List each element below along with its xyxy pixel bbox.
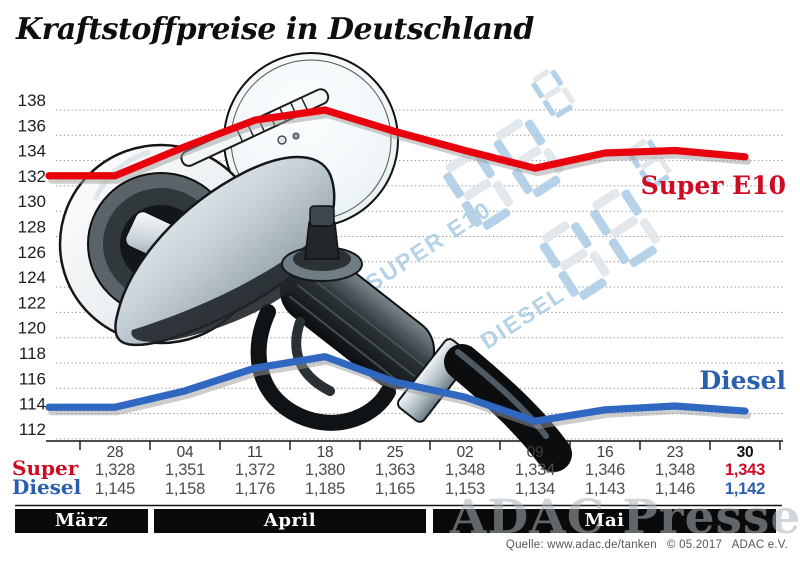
- super-e10-line-label: Super E10: [641, 171, 786, 200]
- super-price-cell: 1,348: [654, 461, 696, 479]
- y-axis-labels: 112 114 116 118 120 122 124 126 128 130 132 134 136 1…: [18, 91, 46, 439]
- date-label: 11: [247, 444, 263, 461]
- y-tick-label: 138: [18, 91, 46, 110]
- date-label: 09: [526, 444, 544, 461]
- super-price-line: [45, 106, 749, 180]
- super-price-cell: 1,363: [374, 461, 416, 479]
- super-price-cell: 1,380: [304, 461, 346, 479]
- table-row-label-diesel: Diesel: [12, 475, 82, 499]
- diesel-price-cell: 1,146: [654, 480, 696, 498]
- super-price-cell: 1,372: [234, 461, 276, 479]
- diesel-price-cell: 1,185: [304, 480, 346, 498]
- date-label: 18: [316, 444, 334, 461]
- date-label: 23: [666, 444, 684, 461]
- date-row: 28 04 11 18 25 02 09 16 23 30: [0, 444, 800, 462]
- date-label: 16: [596, 444, 614, 461]
- diesel-values-row: 1,145 1,158 1,176 1,185 1,165 1,153 1,134 1,143…: [0, 480, 800, 498]
- y-tick-label: 116: [19, 369, 46, 388]
- y-tick-label: 112: [19, 420, 46, 439]
- adac-presse-watermark: ADAC Presse: [450, 490, 800, 545]
- super-values-row: 1,328 1,351 1,372 1,380 1,363 1,348 1,334 1,346…: [0, 461, 800, 479]
- diesel-price-cell: 1,134: [514, 480, 556, 498]
- diesel-price-cell: 1,165: [374, 480, 416, 498]
- y-tick-label: 124: [18, 268, 46, 287]
- super-price-cell: 1,343: [724, 461, 766, 479]
- y-tick-label: 130: [18, 192, 46, 211]
- y-tick-label: 136: [18, 116, 46, 135]
- nozzle-knob: [281, 205, 363, 282]
- diesel-price-cell: 1,153: [444, 480, 486, 498]
- diesel-price-cell: 1,158: [164, 480, 206, 498]
- date-label: 02: [456, 444, 474, 461]
- diesel-price-cell: 1,176: [234, 480, 276, 498]
- date-label: 28: [106, 444, 124, 461]
- fuel-hose: [444, 344, 572, 472]
- diesel-price-cell: 1,145: [94, 480, 136, 498]
- month-bar-mai: Mai: [433, 509, 776, 533]
- nozzle-rivet: [277, 135, 287, 145]
- date-label: 25: [386, 444, 404, 461]
- y-tick-label: 134: [18, 142, 46, 161]
- diesel-price-line: [45, 353, 749, 425]
- month-bar-maerz: März: [15, 509, 148, 533]
- y-tick-label: 120: [18, 319, 46, 338]
- super-price-cell: 1,348: [444, 461, 486, 479]
- price-lines: [45, 106, 749, 425]
- date-label: 30: [736, 444, 754, 461]
- y-tick-label: 118: [19, 344, 46, 363]
- y-tick-label: 114: [19, 395, 46, 414]
- source-credit: Quelle: www.adac.de/tanken © 05.2017 ADA…: [505, 539, 788, 551]
- table-row-label-super: Super: [12, 456, 79, 480]
- fuel-nozzle-illustration: [58, 88, 572, 472]
- diesel-price-cell: 1,143: [584, 480, 626, 498]
- display-diesel-label: DIESEL: [476, 281, 570, 355]
- page-title: Kraftstoffpreise in Deutschland: [16, 12, 534, 47]
- nozzle-rivet: [292, 132, 300, 140]
- trigger-guard: [250, 304, 396, 431]
- super-price-cell: 1,351: [164, 461, 206, 479]
- y-tick-label: 132: [18, 167, 46, 186]
- super-price-cell: 1,328: [94, 461, 136, 479]
- y-tick-label: 122: [18, 293, 46, 312]
- month-bar-april: April: [154, 509, 426, 533]
- y-tick-label: 128: [18, 218, 46, 237]
- diesel-line-label: Diesel: [699, 366, 786, 395]
- date-label: 04: [176, 444, 194, 461]
- line-shadows: [48, 111, 751, 430]
- super-price-cell: 1,334: [514, 461, 556, 479]
- diesel-price-cell: 1,142: [724, 480, 766, 498]
- x-axis: [15, 440, 783, 507]
- y-tick-label: 126: [18, 243, 46, 262]
- super-price-cell: 1,346: [584, 461, 626, 479]
